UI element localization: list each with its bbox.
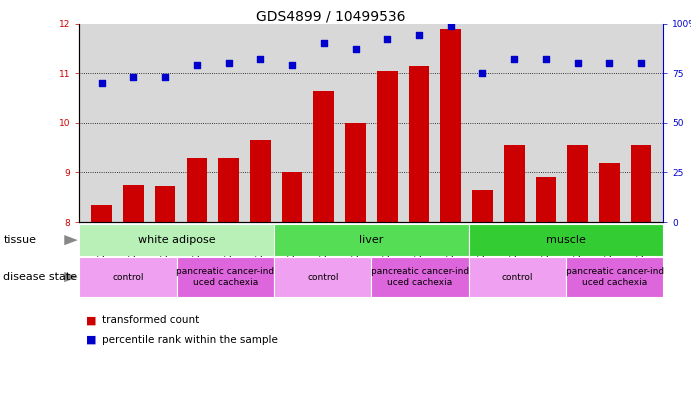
Bar (408, 66, 429, 222)
Bar (123, 185, 144, 222)
Bar (377, 71, 397, 222)
Bar (177, 257, 274, 297)
Bar (468, 257, 566, 297)
Text: liver: liver (359, 235, 384, 245)
Text: control: control (113, 273, 144, 281)
Point (572, 60, 583, 66)
Point (413, 32, 424, 39)
Bar (282, 173, 303, 222)
Bar (372, 257, 468, 297)
Polygon shape (64, 235, 77, 245)
Bar (218, 158, 239, 222)
Point (287, 62, 298, 68)
Bar (536, 177, 556, 222)
Text: percentile rank within the sample: percentile rank within the sample (102, 335, 278, 345)
Bar (472, 190, 493, 222)
Bar (274, 257, 372, 297)
Point (636, 60, 647, 66)
Text: control: control (502, 273, 533, 281)
Bar (567, 145, 588, 222)
Text: white adipose: white adipose (138, 235, 216, 245)
Point (255, 56, 266, 62)
Point (604, 60, 615, 66)
Text: muscle: muscle (546, 235, 586, 245)
Bar (504, 145, 524, 222)
Bar (187, 158, 207, 222)
Bar (79, 257, 177, 297)
Text: pancreatic cancer-ind
uced cachexia: pancreatic cancer-ind uced cachexia (371, 267, 469, 287)
Bar (440, 29, 461, 222)
Point (350, 46, 361, 53)
Text: transformed count: transformed count (102, 315, 199, 325)
Text: tissue: tissue (3, 235, 37, 245)
Point (160, 74, 171, 80)
Text: GDS4899 / 10499536: GDS4899 / 10499536 (256, 10, 406, 24)
Text: pancreatic cancer-ind
uced cachexia: pancreatic cancer-ind uced cachexia (566, 267, 664, 287)
Bar (79, 224, 274, 256)
Bar (566, 257, 663, 297)
Bar (468, 224, 663, 256)
Bar (631, 145, 652, 222)
Point (509, 56, 520, 62)
Point (319, 40, 330, 47)
Bar (274, 224, 468, 256)
Bar (599, 163, 620, 222)
Text: ■: ■ (86, 315, 97, 325)
Point (381, 36, 392, 42)
Point (96, 80, 107, 86)
Point (223, 60, 234, 66)
Bar (314, 90, 334, 222)
Point (540, 56, 551, 62)
Bar (155, 186, 176, 222)
Point (128, 74, 139, 80)
Text: control: control (307, 273, 339, 281)
Bar (346, 123, 366, 222)
Polygon shape (64, 272, 77, 282)
Text: disease state: disease state (3, 272, 77, 282)
Text: pancreatic cancer-ind
uced cachexia: pancreatic cancer-ind uced cachexia (176, 267, 274, 287)
Point (445, 22, 456, 29)
Point (477, 70, 488, 76)
Text: ■: ■ (86, 335, 97, 345)
Bar (91, 205, 112, 222)
Point (191, 62, 202, 68)
Bar (250, 140, 271, 222)
